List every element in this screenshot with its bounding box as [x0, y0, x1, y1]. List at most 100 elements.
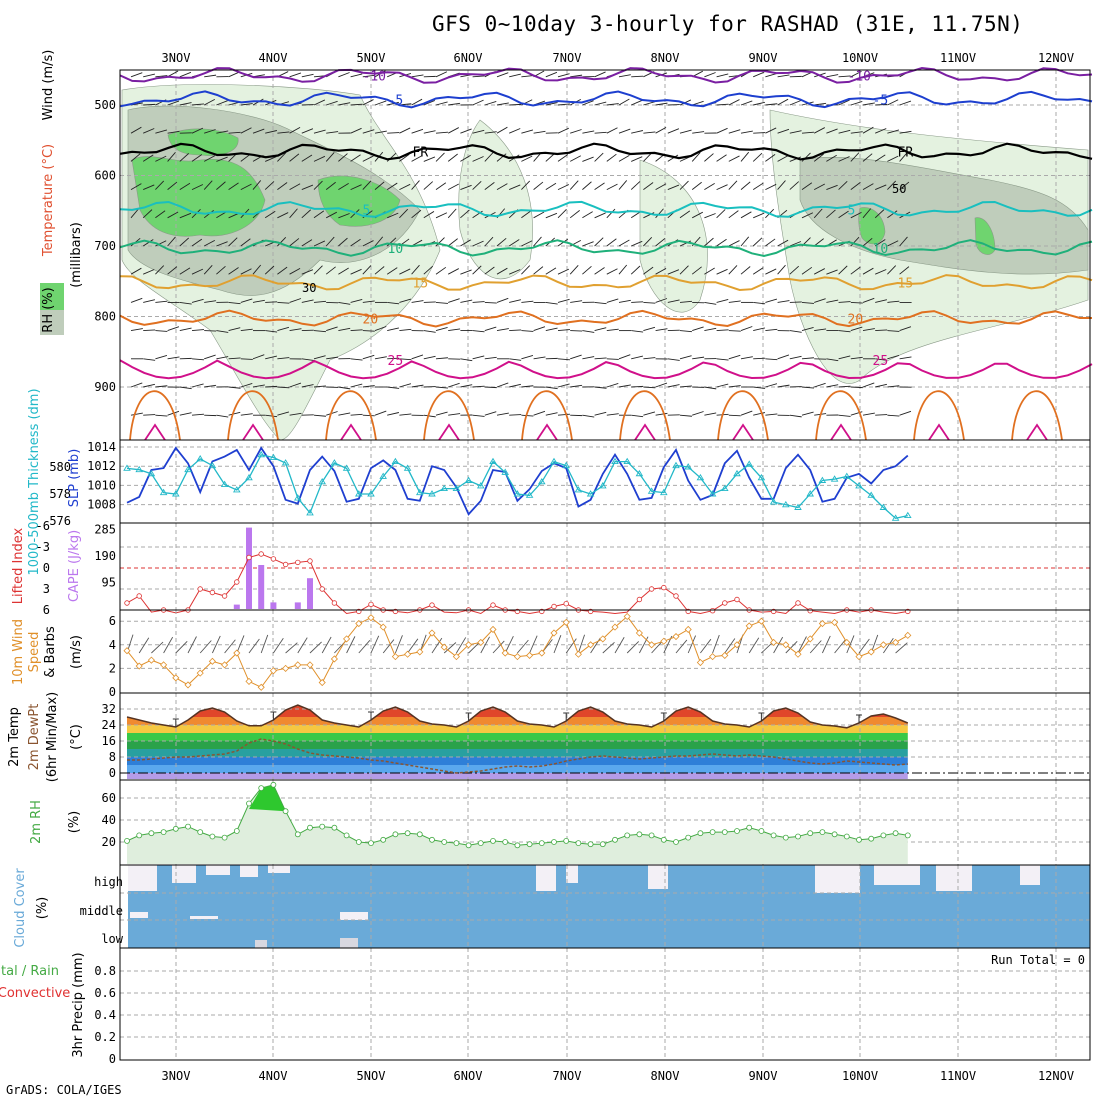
wind-barb: [484, 266, 495, 275]
thickness-marker: [806, 490, 814, 497]
pressure-tick: 800: [94, 310, 116, 324]
thickness-marker: [599, 482, 607, 489]
contour-line: [129, 390, 181, 441]
wind-barb: [289, 183, 301, 190]
wind-barb: [753, 132, 766, 134]
wind-barb: [838, 156, 850, 162]
wind-barb: [521, 129, 534, 134]
rh-marker: [697, 830, 704, 837]
wind-barb: [167, 236, 176, 247]
wind-barb: [277, 386, 290, 389]
wind-barb: [570, 384, 583, 388]
wind-barb: [435, 357, 448, 360]
wind-barb: [533, 356, 546, 360]
rh-marker: [624, 832, 631, 839]
cloud-low-gap: [340, 938, 358, 948]
thickness-marker: [855, 482, 863, 489]
wind-barb: [289, 328, 302, 332]
wind-speed-marker: [904, 631, 912, 639]
wind-barb: [569, 210, 580, 219]
wind-barb: [509, 329, 522, 332]
wind-barb: [480, 636, 490, 654]
wind-barb: [155, 265, 165, 275]
wind-barb: [155, 385, 168, 388]
wind-barb: [692, 411, 704, 416]
thickness-marker: [721, 484, 729, 492]
wind-barb: [228, 267, 239, 275]
wind-barb: [875, 383, 887, 388]
wind-barb: [143, 358, 156, 361]
wind-barb: [472, 75, 485, 78]
pressure-tick: 900: [94, 380, 116, 394]
precip-axis-label: 3hr Precip (mm): [71, 952, 86, 1057]
wind-barb: [753, 71, 765, 78]
wind-barb: [899, 181, 910, 190]
wind-barb: [594, 237, 604, 247]
wind-barb: [399, 358, 412, 361]
wind-barb: [460, 384, 473, 388]
wind-barb: [631, 130, 643, 134]
wind-barb: [350, 238, 361, 247]
lifted-index-marker: [563, 601, 569, 607]
wind-barb: [350, 268, 362, 275]
temperature-contour: [119, 90, 1093, 109]
wind-barb: [785, 640, 798, 654]
wind-barb: [509, 128, 521, 134]
rh-marker: [758, 828, 765, 834]
wind-barb: [435, 411, 448, 416]
wind-barb: [338, 153, 348, 162]
rh-marker: [185, 823, 191, 830]
wind-barb: [789, 100, 802, 106]
slp-tick: 1014: [87, 440, 116, 454]
wind-barb: [411, 74, 424, 78]
wind-barb: [301, 299, 314, 303]
wind-barb: [813, 238, 824, 247]
rh-marker: [307, 824, 313, 831]
wind-barb: [594, 71, 606, 78]
precip-tick: 0.4: [94, 1008, 116, 1022]
wind-barb: [887, 155, 899, 162]
wind-barb: [338, 183, 349, 190]
wind-barb: [875, 269, 887, 275]
contour-line: [717, 390, 769, 441]
wind-barb: [447, 127, 460, 134]
wind-barb: [862, 267, 874, 275]
rh-marker: [721, 829, 728, 835]
wind-barb: [187, 636, 197, 654]
wind-barb: [826, 128, 838, 134]
wind-barb: [679, 330, 692, 333]
wind-barb: [887, 210, 898, 219]
temperature-contour: [119, 274, 1093, 292]
wind-barb: [728, 240, 740, 247]
wind-barb: [167, 181, 178, 190]
wind-barb: [557, 268, 570, 275]
wind-barb: [692, 131, 705, 134]
wind-barb: [228, 411, 241, 416]
wind-barb: [801, 301, 814, 304]
wind-barb: [350, 154, 361, 162]
wind-barb: [834, 639, 846, 654]
wind-barb: [423, 130, 436, 134]
contour-line: [1011, 390, 1063, 441]
thickness-marker: [184, 465, 192, 473]
thickness-marker: [159, 488, 168, 496]
wind-barb: [875, 414, 888, 416]
wind-barb: [545, 386, 558, 390]
wind-barb: [155, 414, 168, 417]
lifted-index-tick: 3: [43, 582, 50, 596]
temp-tick: 24: [102, 718, 116, 732]
wind-speed-marker: [489, 625, 497, 634]
wind-barb: [179, 301, 192, 305]
wind-barb: [874, 154, 886, 162]
wind-barb: [716, 154, 727, 162]
wind-barb: [130, 72, 143, 78]
wind-barb: [301, 154, 313, 162]
wind-barb: [447, 268, 460, 275]
wind-barb: [838, 385, 851, 388]
wind-speed-marker: [477, 638, 485, 647]
wind-barb: [179, 212, 192, 219]
wind-barb: [887, 240, 899, 247]
wind-barb: [130, 183, 142, 190]
wind-barb: [618, 155, 630, 162]
contour-line: [634, 423, 656, 441]
